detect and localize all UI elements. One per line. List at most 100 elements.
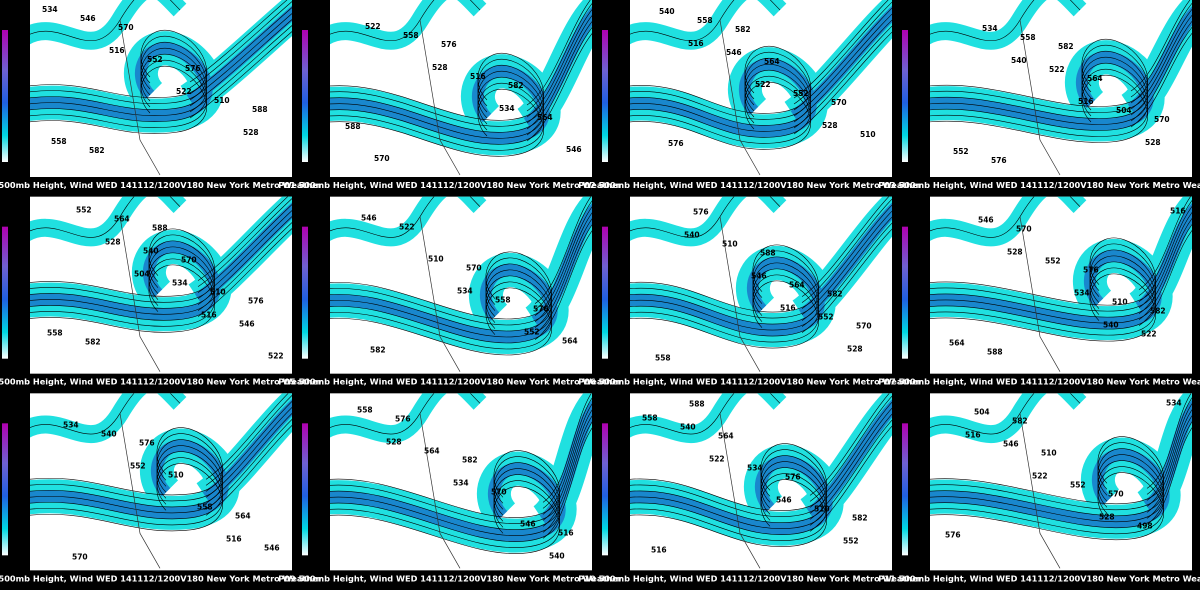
height-label: 516 [651, 545, 667, 554]
coastline [1019, 19, 1061, 176]
panel-caption: P06 500mb Height, Wind WED 141112/1200V1… [578, 377, 922, 387]
height-label: 516 [780, 304, 796, 313]
height-label: 504 [1116, 106, 1132, 115]
height-label: 552 [1045, 257, 1061, 266]
map-layer: 504 516 522 528 534 546 552 540 510 558 564 570 576 5… [30, 196, 292, 372]
height-label: 498 [1137, 521, 1153, 530]
height-label: 582 [852, 513, 868, 522]
height-label: 540 [680, 422, 696, 431]
colorbar [902, 226, 908, 359]
height-label: 564 [789, 281, 805, 290]
height-label: 516 [1170, 207, 1186, 216]
height-label: 504 [134, 270, 150, 279]
height-label: 570 [856, 322, 872, 331]
height-label: 528 [432, 63, 448, 72]
height-label: 540 [1103, 321, 1119, 330]
map-panel: 540 528 534 546 558 564 570 516 576 582 P09 500mb … [278, 393, 623, 583]
height-label: 546 [520, 519, 536, 528]
height-label: 558 [51, 137, 67, 146]
panel-caption: P03 500mb Height, Wind WED 141112/1200V1… [878, 180, 1200, 190]
colorbar [902, 30, 908, 162]
height-label: 510 [168, 470, 184, 479]
height-label: 582 [370, 346, 386, 355]
height-contour [30, 31, 292, 134]
height-label: 570 [1154, 115, 1170, 124]
height-label: 534 [499, 104, 515, 113]
height-label: 510 [814, 504, 830, 513]
map-panel: 558 522 546 552 540 534 510 516 564 576 582 588 P10 … [578, 393, 923, 583]
height-label: 552 [953, 147, 969, 156]
height-label: 576 [1083, 266, 1099, 275]
height-label: 564 [537, 113, 553, 122]
height-label: 552 [147, 55, 163, 64]
height-label: 534 [1166, 398, 1182, 407]
height-label: 564 [764, 57, 780, 66]
height-label: 558 [655, 354, 671, 363]
height-label: 570 [831, 98, 847, 107]
height-label: 510 [722, 240, 738, 249]
height-label: 582 [735, 25, 751, 34]
height-contour [930, 218, 1192, 330]
height-label: 588 [152, 224, 168, 233]
panel-caption: P02 500mb Height, Wind WED 141112/1200V1… [578, 180, 922, 190]
map-panel: 504 516 522 528 534 546 552 540 510 558 564 570 576 5… [0, 196, 323, 387]
height-label: 546 [361, 214, 377, 223]
height-contour [930, 224, 1192, 336]
height-label: 558 [1020, 33, 1036, 42]
map-panel: 516 528 540 546 552 558 510 564 570 576 588 582 P06 … [578, 196, 923, 387]
height-label: 540 [101, 429, 117, 438]
height-contour [330, 212, 592, 338]
height-label: 570 [72, 552, 88, 561]
height-label: 558 [47, 329, 63, 338]
height-label: 516 [109, 46, 125, 55]
map-panel: 516 534 552 558 546 540 510 564 570 576 P08 500mb … [0, 393, 323, 583]
panel-caption: P01 500mb Height, Wind WED 141112/1200V1… [278, 180, 622, 190]
height-label: 522 [399, 223, 415, 232]
height-label: 540 [143, 247, 159, 256]
height-label: 582 [827, 290, 843, 299]
height-label: 528 [386, 437, 402, 446]
height-contour [330, 218, 592, 344]
height-label: 570 [1016, 225, 1032, 234]
height-label: 540 [659, 7, 675, 16]
height-label: 528 [847, 345, 863, 354]
height-label: 564 [235, 511, 251, 520]
height-contour [930, 393, 1081, 435]
height-contour [330, 230, 592, 356]
height-contour [330, 224, 592, 350]
height-label: 576 [441, 40, 457, 49]
height-label: 552 [524, 328, 540, 337]
height-contour [330, 27, 592, 151]
height-contour [930, 409, 1192, 523]
height-label: 534 [42, 5, 58, 14]
height-label: 540 [684, 231, 700, 240]
height-label: 516 [558, 528, 574, 537]
height-label: 516 [965, 430, 981, 439]
height-label: 582 [1058, 42, 1074, 51]
height-label: 558 [495, 296, 511, 305]
coastline [719, 413, 761, 569]
height-label: 558 [197, 502, 213, 511]
height-contour [930, 21, 1192, 131]
height-label: 516 [470, 72, 486, 81]
colorbar [902, 423, 908, 556]
coastline [719, 216, 761, 372]
height-contour [930, 33, 1192, 143]
map-panel: 540 516 528 534 522 546 552 510 564 570 576 582 588 P… [878, 196, 1200, 387]
map-layer: 516 528 540 546 552 558 510 564 570 576 588 582 [630, 196, 892, 372]
height-label: 546 [239, 320, 255, 329]
height-contour [330, 427, 592, 554]
height-label: 528 [1007, 248, 1023, 257]
coastline [119, 19, 161, 176]
panel-caption: P04 500mb Height, Wind WED 141112/1200V1… [0, 377, 323, 387]
height-contour [630, 196, 781, 238]
height-label: 552 [818, 313, 834, 322]
panel-caption: P10 500mb Height, Wind WED 141112/1200V1… [578, 573, 922, 583]
coastline [419, 216, 461, 372]
height-label: 588 [252, 105, 268, 114]
height-label: 576 [248, 297, 264, 306]
height-label: 546 [751, 272, 767, 281]
map-layer: 516 522 528 534 546 552 498 504 510 570 576 582 [930, 393, 1192, 569]
panel-caption: P11 500mb Height, Wind WED 141112/1200V1… [878, 573, 1200, 583]
height-label: 534 [982, 24, 998, 33]
